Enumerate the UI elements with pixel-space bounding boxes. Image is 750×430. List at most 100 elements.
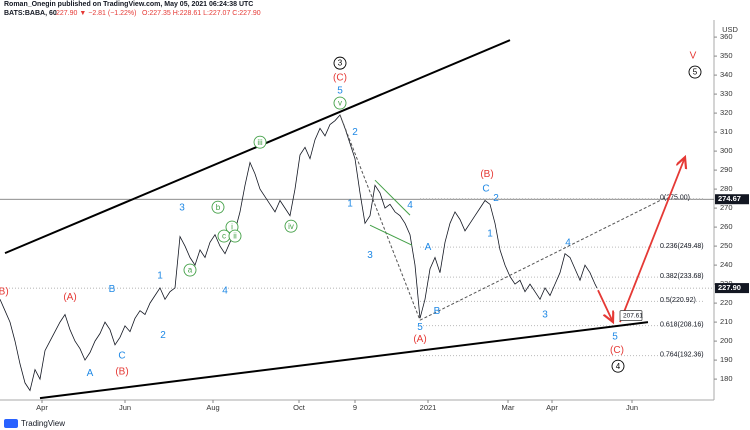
symbol: BATS:BABA, 60: [4, 10, 57, 17]
annotation: 2: [493, 193, 499, 204]
y-tick-label: 210: [720, 317, 733, 326]
annotation: iii: [257, 138, 263, 147]
quote: 227.90 ▼ −2.81 (−1.22%): [56, 10, 136, 17]
annotation: 1: [157, 270, 163, 281]
x-tick-label: Oct: [293, 403, 306, 412]
annotation: 5: [612, 331, 618, 342]
annotation: C: [482, 183, 489, 194]
annotation: a: [188, 266, 193, 275]
x-tick-label: 9: [353, 403, 357, 412]
annotation: 5: [693, 68, 698, 77]
trend-line: [39, 321, 649, 400]
annotation: 2: [352, 127, 358, 138]
price-box-label: 227.90: [718, 283, 741, 292]
y-tick-label: 320: [720, 108, 733, 117]
x-tick-label: Apr: [36, 403, 48, 412]
arrow: [619, 157, 685, 323]
trend-line: [369, 224, 413, 246]
annotation: A: [87, 368, 94, 379]
annotation-circle: [284, 219, 298, 233]
fib-label: 0(275.00): [660, 194, 690, 201]
annotation: (C): [333, 72, 347, 83]
annotation: (B): [480, 169, 493, 180]
y-tick-label: 350: [720, 51, 733, 60]
price-box-label: 274.67: [718, 194, 741, 203]
currency: USD: [722, 25, 738, 34]
y-tick-label: 340: [720, 70, 733, 79]
ohlc: O:227.35 H:228.61 L:227.07 C:227.90: [142, 10, 261, 17]
y-tick-label: 190: [720, 355, 733, 364]
x-tick-label: Jun: [626, 403, 638, 412]
price-box: [715, 194, 749, 205]
annotation: iv: [288, 222, 294, 231]
annotation: B: [434, 306, 441, 317]
annotation: b: [216, 203, 221, 212]
price-box: [715, 283, 749, 294]
trend-line: [339, 114, 421, 321]
annotation: 1: [487, 228, 493, 239]
x-tick-label: 2021: [420, 403, 437, 412]
x-tick-label: Aug: [206, 403, 219, 412]
annotation: 4: [222, 285, 228, 296]
y-tick-label: 300: [720, 146, 733, 155]
annotation-circle: [611, 359, 625, 373]
brand-text: TradingView: [21, 419, 65, 428]
annotation: 1: [347, 198, 353, 209]
annotation-circle: [183, 263, 197, 277]
y-tick-label: 240: [720, 260, 733, 269]
annotation: c: [222, 232, 226, 241]
annotation: A: [425, 242, 432, 253]
y-tick-label: 200: [720, 336, 733, 345]
fib-label: 0.764(192.36): [660, 351, 704, 358]
annotation: ii: [233, 232, 237, 241]
annotation: i: [231, 223, 233, 232]
annotation: 3: [367, 250, 373, 261]
annotation-circle: [333, 96, 347, 110]
annotation: 5: [337, 85, 343, 96]
annotation: v: [338, 99, 342, 108]
annotation: 4: [407, 200, 413, 211]
y-tick-label: 220: [720, 298, 733, 307]
annotation: B: [109, 284, 116, 295]
y-tick-label: 260: [720, 222, 733, 231]
annotation: C: [118, 350, 125, 361]
annotation: V: [690, 50, 697, 61]
annotation-circle: [688, 65, 702, 79]
annotation: 3: [542, 309, 548, 320]
annotation-circle: [211, 200, 225, 214]
x-tick-label: Mar: [502, 403, 515, 412]
annotation-circle: [253, 135, 267, 149]
arrow: [597, 289, 613, 322]
y-tick-label: 280: [720, 184, 733, 193]
y-tick-label: 360: [720, 32, 733, 41]
fib-label: 0.618(208.16): [660, 321, 704, 328]
annotation: (A): [413, 334, 426, 345]
annotation: 4: [616, 362, 621, 371]
annotation: 2: [160, 330, 166, 341]
annotation: (B): [115, 366, 128, 377]
annotation: (B): [0, 286, 9, 297]
trend-line: [374, 179, 411, 216]
price-line-series: [0, 114, 598, 392]
y-tick-label: 310: [720, 127, 733, 136]
annotation: 3: [179, 202, 185, 213]
y-tick-label: 330: [720, 89, 733, 98]
brand-logo: [4, 419, 18, 428]
trend-line: [419, 197, 666, 321]
annotation: 4: [565, 237, 571, 248]
annotation: 5: [417, 322, 423, 333]
annotation: (C): [610, 345, 624, 356]
annotation: (A): [63, 292, 76, 303]
annotation: 3: [338, 59, 343, 68]
fib-label: 0.382(233.68): [660, 273, 704, 280]
y-tick-label: 270: [720, 203, 733, 212]
callout-label: 207.61: [623, 312, 643, 319]
annotation-circle: [228, 229, 242, 243]
y-tick-label: 180: [720, 374, 733, 383]
callout-box: [619, 310, 643, 321]
y-tick-label: 290: [720, 165, 733, 174]
annotation-circle: [333, 56, 347, 70]
fib-label: 0.236(249.48): [660, 243, 704, 250]
